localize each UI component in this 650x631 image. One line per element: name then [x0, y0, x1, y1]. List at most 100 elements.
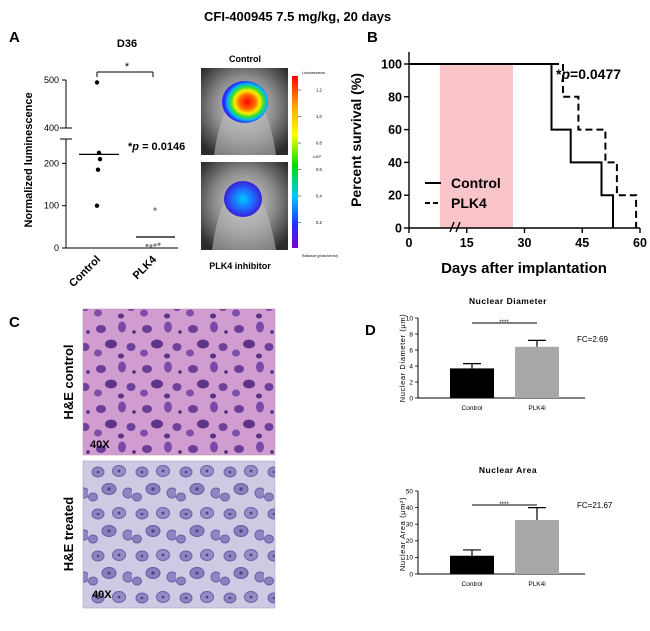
bar-plk4i	[515, 520, 559, 574]
luminescence-signal-control	[222, 81, 268, 123]
panel-a-point-plk4	[153, 207, 157, 211]
panel-b-ytick-label: 40	[388, 156, 402, 170]
panel-a-ytick-label: 200	[44, 158, 59, 168]
panel-b-xtick-label: 45	[575, 236, 589, 250]
bar-ytick-label: 2	[409, 379, 413, 386]
bar-ytick-label: 50	[406, 488, 414, 495]
bar-ytick-label: 40	[406, 505, 414, 512]
panel-b-xlabel: Days after implantation	[441, 260, 607, 277]
bar-ytick-label: 0	[409, 571, 413, 578]
panel-b-xtick-label: 0	[406, 236, 413, 250]
panel-a-ytick-label: 500	[44, 75, 59, 85]
diameter-title: Nuclear Diameter	[469, 296, 547, 306]
he-control-image	[83, 309, 275, 455]
he-treated-label: H&E treated	[61, 497, 76, 571]
bar-ytick-label: 20	[406, 538, 414, 545]
bar-ytick-label: 8	[409, 331, 413, 338]
panel-a-point-plk4	[153, 243, 157, 247]
panel-d-area: Nuclear Area Nuclear Area (μm²) 0 10 20 30 4…	[398, 465, 613, 588]
colorbar-tick-label: 0.2	[316, 220, 322, 225]
he-control-magnification: 40X	[90, 439, 110, 451]
panel-a-sig-star: *	[125, 61, 130, 73]
legend-label-plk4: PLK4	[451, 195, 487, 211]
panel-a-point-control	[94, 203, 100, 208]
panel-d-diameter: Nuclear Diameter Nuclear Diameter (μm) 0…	[398, 296, 608, 412]
colorbar-radiance: Radiance (p/sec/cm²/sr)	[302, 254, 338, 258]
colorbar-ticks: 1.2 1.0 0.8 0.6 0.4 0.2	[298, 88, 322, 225]
survival-line-plk4	[409, 63, 638, 228]
figure-title: CFI-400945 7.5 mg/kg, 20 days	[204, 9, 391, 24]
area-bars	[450, 507, 559, 574]
area-ylabel: Nuclear Area (μm²)	[398, 497, 407, 571]
bar-ytick-label: 0	[409, 395, 413, 402]
panel-a-point-control	[94, 80, 100, 85]
bar-ytick-label: 6	[409, 347, 413, 354]
luminescence-signal-plk4	[224, 181, 262, 217]
colorbar-tick-label: 1.2	[316, 88, 322, 93]
diameter-xcat-control: Control	[462, 405, 484, 412]
bar-plk4i	[515, 346, 559, 398]
image-label-plk4-inhibitor: PLK4 inhibitor	[209, 261, 271, 271]
panel-a-ticks: 0 100 200 400 500	[44, 75, 66, 253]
diameter-bars	[450, 339, 559, 398]
panel-a-ytick-label: 100	[44, 201, 59, 211]
colorbar	[292, 76, 298, 248]
colorbar-unit: x10⁶	[313, 154, 321, 159]
treatment-window-shade	[439, 64, 513, 228]
legend-label-control: Control	[451, 175, 501, 191]
bar-ytick-label: 30	[406, 522, 414, 529]
bar-ytick-label: 10	[406, 315, 414, 322]
panel-a-p-value: *p = 0.0146	[128, 141, 185, 153]
panel-a-xcat-plk4: PLK4	[131, 253, 160, 282]
he-treated-magnification: 40X	[92, 589, 112, 601]
panel-b-p-value: *p=0.0477	[556, 66, 621, 82]
panel-label-b: B	[367, 29, 378, 46]
panel-a-points	[79, 80, 175, 248]
panel-a-title: D36	[117, 38, 137, 50]
panel-b-xtick-label: 30	[518, 236, 532, 250]
panel-b-ytick-label: 0	[395, 222, 402, 236]
panel-b-ytick-label: 20	[388, 189, 402, 203]
panel-b-axis-break-2	[455, 221, 461, 233]
panel-a-xcat-control: Control	[67, 254, 103, 290]
colorbar-tick-label: 1.0	[316, 114, 322, 119]
panel-a-point-control	[95, 167, 101, 172]
panel-b-xtick-label: 15	[460, 236, 474, 250]
bar-ytick-label: 10	[406, 555, 414, 562]
colorbar-tick-label: 0.6	[316, 167, 322, 172]
area-xcat-control: Control	[462, 581, 484, 588]
diameter-fc: FC=2.69	[577, 335, 608, 344]
colorbar-tick-label: 0.4	[316, 194, 322, 199]
panel-a-point-control	[97, 156, 103, 162]
bar-control	[450, 368, 494, 398]
panel-label-d: D	[365, 322, 376, 339]
he-control-label: H&E control	[61, 344, 76, 419]
panel-a-ylabel: Normalized luminescence	[23, 92, 35, 227]
panel-label-c: C	[9, 314, 20, 331]
panel-a-imaging: Control PLK4 inhibitor Luminescence 1.21…	[201, 54, 338, 271]
panel-c-histology: 40X H&E control 40X H&E treated	[61, 308, 276, 609]
diameter-xcat-plk4i: PLK4i	[528, 405, 545, 412]
panel-b-ticks: 0 20 40 60 80 100 0 15 30 45 60	[381, 58, 647, 251]
bar-control	[450, 555, 494, 574]
colorbar-tick-label: 0.8	[316, 141, 322, 146]
bar-ytick-label: 4	[409, 363, 413, 370]
area-ticks: 0 10 20 30 40 50	[406, 488, 418, 578]
diameter-ticks: 0 2 4 6 8 10	[406, 315, 418, 402]
panel-b-ytick-label: 60	[388, 123, 402, 137]
colorbar-title: Luminescence	[302, 71, 325, 75]
area-fc: FC=21.67	[577, 501, 613, 510]
panel-a-scatter: D36 Normalized luminescence 0 100 200 400 50…	[23, 38, 185, 290]
he-treated-image	[83, 461, 275, 608]
panel-label-a: A	[9, 29, 20, 46]
panel-a-ytick-label: 0	[54, 243, 59, 253]
panel-b-survival: 0 20 40 60 80 100 0 15 30 45 60 Percent survival (…	[348, 52, 647, 277]
area-xcat-plk4i: PLK4i	[528, 581, 545, 588]
area-title: Nuclear Area	[479, 465, 537, 475]
panel-b-ytick-label: 100	[381, 58, 402, 72]
area-sig-stars: ****	[499, 502, 509, 508]
diameter-ylabel: Nuclear Diameter (μm)	[398, 314, 407, 403]
panel-a-point-plk4	[149, 244, 153, 248]
survival-line-control	[409, 63, 614, 228]
